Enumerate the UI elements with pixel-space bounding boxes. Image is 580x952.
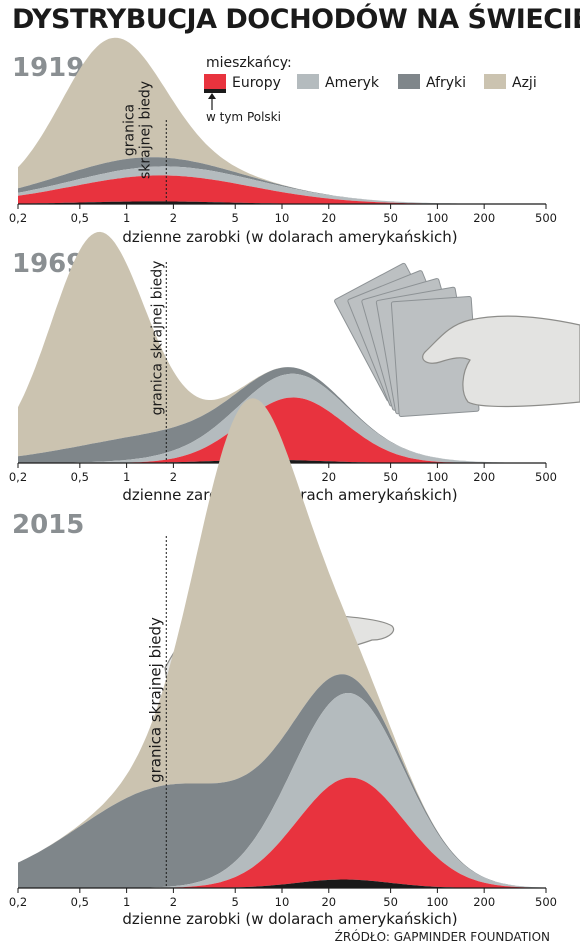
tick-label: 0,2	[9, 211, 27, 225]
area-2015-europy	[18, 777, 546, 888]
area-2015-ameryk	[18, 693, 546, 888]
tick-label: 5	[232, 895, 239, 909]
legend-swatch-polski	[204, 89, 226, 93]
source-note: ŹRÓDŁO: GAPMINDER FOUNDATION	[334, 930, 550, 944]
legend-arrow-icon	[208, 93, 216, 99]
year-label-1919: 1919	[12, 53, 84, 83]
tick-label: 100	[426, 211, 448, 225]
legend-item-afryki: Afryki	[398, 74, 466, 91]
tick-label: 200	[473, 211, 495, 225]
year-label-2015: 2015	[12, 510, 84, 540]
tick-label: 200	[473, 470, 495, 484]
legend-swatch	[204, 74, 226, 89]
tick-label: 500	[535, 211, 557, 225]
tick-label: 10	[275, 211, 290, 225]
tick-label: 1	[123, 211, 130, 225]
tick-label: 20	[321, 470, 336, 484]
area-1969-afryki	[18, 367, 546, 463]
area-1919-europy	[18, 175, 546, 204]
legend-item-europy: Europy	[204, 74, 281, 91]
tick-label: 0,5	[71, 895, 89, 909]
legend-swatch	[398, 74, 420, 89]
chart-1919: 1919 granica skrajnej biedy 0,2 0,5 1 2 5 10 20 50…	[9, 37, 557, 246]
area-1969-azji	[18, 231, 546, 463]
area-1919-polski	[18, 201, 546, 204]
tick-label: 50	[383, 470, 398, 484]
tick-label: 100	[426, 895, 448, 909]
tick-label: 500	[535, 470, 557, 484]
money-hand-illustration	[334, 262, 580, 418]
legend-label: Europy	[232, 75, 281, 91]
x-axis-label-1919: dzienne zarobki (w dolarach amerykańskic…	[122, 228, 457, 246]
area-2015-afryki	[18, 674, 546, 888]
tick-label: 5	[232, 211, 239, 225]
legend-swatch	[297, 74, 319, 89]
legend-item-ameryk: Ameryk	[297, 74, 380, 91]
tick-label: 20	[321, 895, 336, 909]
legend-poland-note: w tym Polski	[206, 110, 281, 124]
area-2015-polski	[18, 879, 546, 888]
tick-label: 20	[321, 211, 336, 225]
tick-label: 200	[473, 895, 495, 909]
tick-label: 2	[170, 895, 177, 909]
legend-label: Afryki	[426, 75, 466, 91]
area-1969-ameryk	[18, 373, 546, 463]
legend-label: Azji	[512, 75, 537, 91]
tick-label: 0,5	[71, 470, 89, 484]
legend-item-azji: Azji	[484, 74, 537, 91]
area-1919-azji	[18, 37, 546, 205]
tick-label: 2	[170, 211, 177, 225]
tick-label: 0,5	[71, 211, 89, 225]
tick-label: 50	[383, 895, 398, 909]
x-axis-label-2015: dzienne zarobki (w dolarach amerykańskic…	[122, 910, 457, 928]
poverty-label-2015: granica skrajnej biedy	[146, 617, 164, 783]
tick-label: 10	[275, 895, 290, 909]
legend-swatch	[484, 74, 506, 89]
area-2015-azji	[18, 398, 546, 888]
tick-label: 500	[535, 895, 557, 909]
tick-label: 1	[123, 470, 130, 484]
legend: mieszkańcy: Europy Ameryk Afryki Azji w tym P…	[204, 55, 537, 124]
tick-label: 100	[426, 470, 448, 484]
legend-label: Ameryk	[325, 75, 380, 91]
area-1969-europy	[18, 397, 546, 463]
poverty-label-1919-b: skrajnej biedy	[137, 81, 153, 179]
tick-label: 50	[383, 211, 398, 225]
tick-label: 2	[170, 470, 177, 484]
page-title: DYSTRYBUCJA DOCHODÓW NA ŚWIECIE	[12, 4, 580, 35]
poverty-label-1919-a: granica	[121, 104, 137, 156]
poverty-label-1969: granica skrajnej biedy	[149, 261, 165, 416]
tick-label: 1	[123, 895, 130, 909]
legend-heading: mieszkańcy:	[206, 55, 292, 71]
tick-label: 0,2	[9, 895, 27, 909]
chart-2015: 2015 granica skrajnej biedy 0,2 0,5 1 2 5 10 20 5…	[9, 398, 557, 928]
tick-label: 0,2	[9, 470, 27, 484]
